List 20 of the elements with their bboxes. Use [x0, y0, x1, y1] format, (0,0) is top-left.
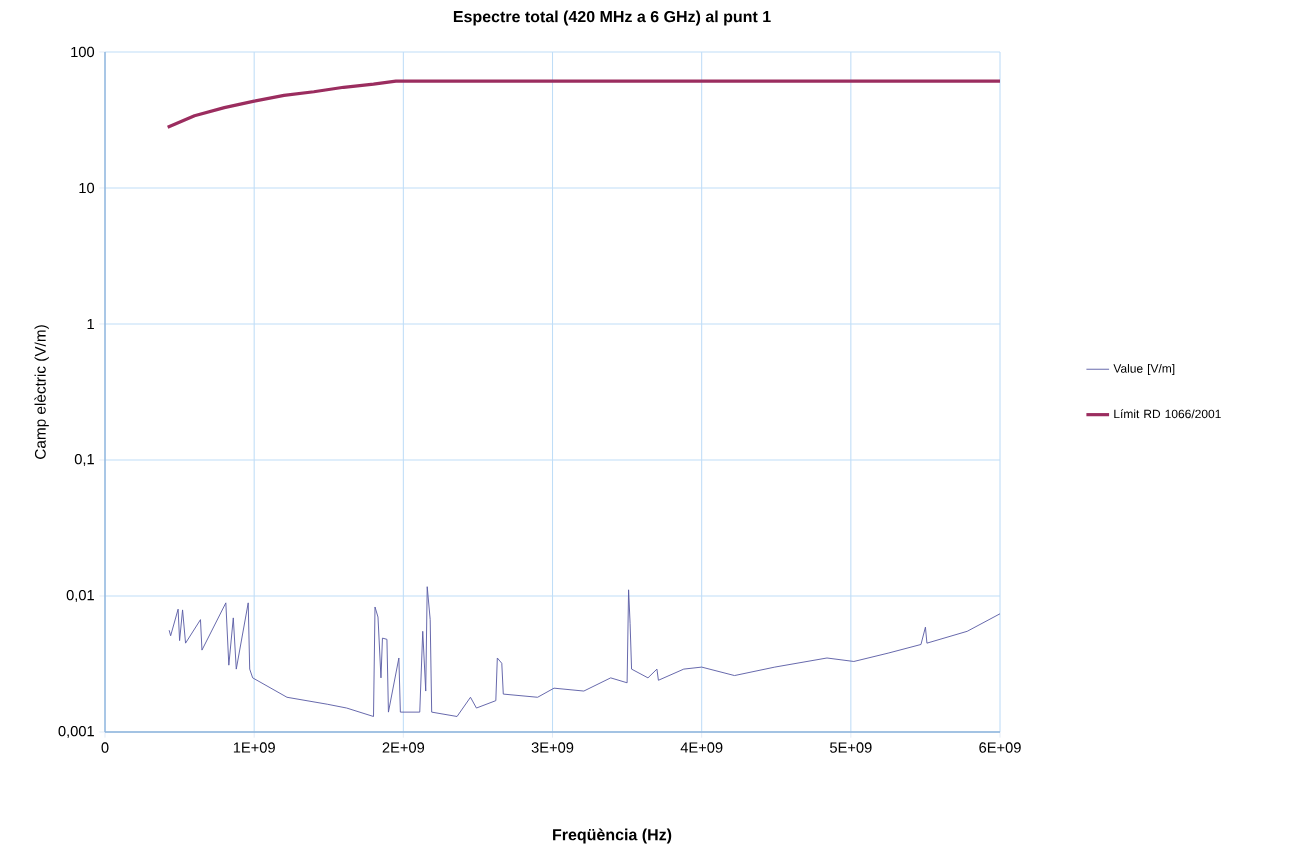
y-tick-label: 1: [87, 318, 94, 330]
line-series: [166, 79, 1001, 129]
y-tick-label: 0,1: [74, 453, 94, 467]
x-tick-label: 0: [101, 742, 109, 753]
y-tick-label: 100: [71, 46, 95, 58]
chart-title: Espectre total (420 MHz a 6 GHz) al punt 1: [453, 10, 771, 26]
legend-label: Límit RD 1066/2001: [1114, 409, 1221, 419]
y-axis-title: Camp elèctric (V/m): [34, 325, 49, 459]
y-tick-label: 10: [79, 182, 95, 194]
x-axis-title: Freqüència (Hz): [553, 828, 672, 844]
x-tick-label: 2E+09: [382, 742, 425, 753]
x-tick-label: 1E+09: [233, 742, 275, 753]
line-series: [168, 586, 1001, 717]
legend-label: Value [V/m]: [1113, 363, 1175, 376]
x-tick-label: 3E+09: [531, 742, 574, 753]
y-tick-label: 0,01: [66, 589, 94, 603]
x-tick-label: 6E+09: [979, 742, 1021, 753]
y-tick-label: 0,001: [58, 725, 94, 739]
x-tick-label: 5E+09: [830, 742, 872, 753]
x-tick-label: 4E+09: [680, 742, 723, 753]
